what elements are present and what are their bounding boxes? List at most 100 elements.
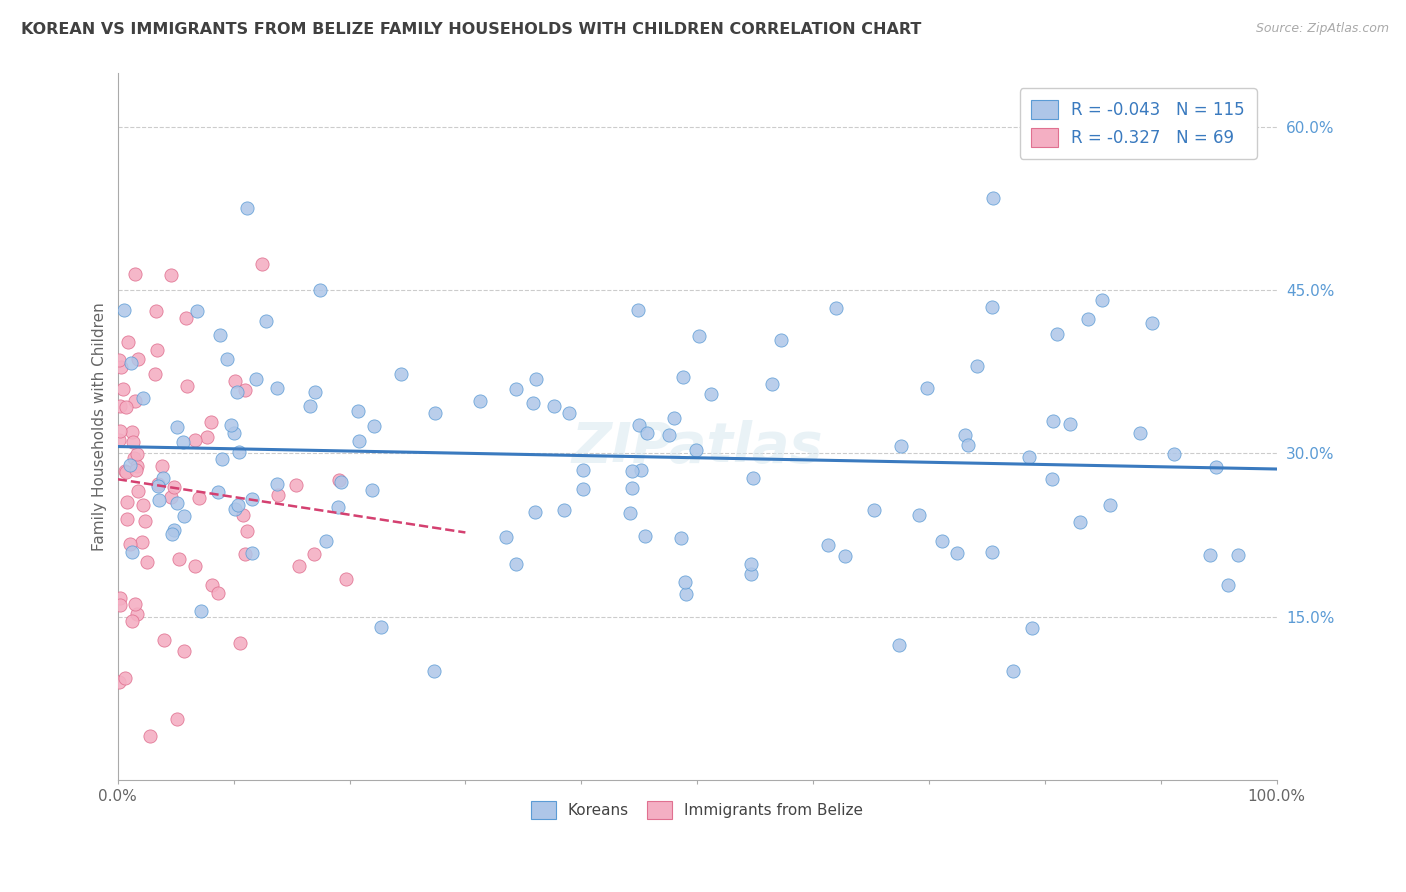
Point	[124, 394, 146, 409]
Point	[945, 546, 967, 560]
Point	[166, 495, 188, 509]
Point	[955, 427, 977, 442]
Point	[1042, 413, 1064, 427]
Point	[907, 508, 929, 522]
Point	[226, 499, 249, 513]
Point	[326, 500, 349, 514]
Point	[219, 418, 242, 433]
Point	[236, 524, 259, 538]
Point	[335, 573, 357, 587]
Point	[176, 310, 198, 325]
Point	[146, 478, 169, 492]
Text: KOREAN VS IMMIGRANTS FROM BELIZE FAMILY HOUSEHOLDS WITH CHILDREN CORRELATION CHA: KOREAN VS IMMIGRANTS FROM BELIZE FAMILY …	[21, 22, 921, 37]
Point	[132, 498, 155, 512]
Point	[117, 334, 139, 349]
Point	[1163, 447, 1185, 461]
Point	[160, 490, 183, 504]
Point	[131, 535, 153, 549]
Point	[423, 664, 446, 678]
Text: ZIPatlas: ZIPatlas	[571, 420, 823, 475]
Point	[108, 352, 131, 367]
Point	[266, 476, 288, 491]
Point	[1077, 311, 1099, 326]
Point	[118, 537, 141, 551]
Point	[330, 475, 353, 490]
Point	[127, 351, 149, 366]
Point	[315, 534, 337, 549]
Point	[288, 559, 311, 574]
Point	[195, 430, 218, 444]
Point	[108, 433, 131, 447]
Point	[672, 370, 695, 384]
Point	[658, 427, 681, 442]
Point	[127, 483, 149, 498]
Point	[370, 620, 392, 634]
Point	[423, 406, 446, 420]
Point	[956, 438, 979, 452]
Point	[917, 381, 939, 395]
Point	[1142, 317, 1164, 331]
Point	[228, 445, 250, 459]
Point	[543, 399, 565, 413]
Point	[761, 376, 783, 391]
Point	[966, 359, 988, 374]
Point	[225, 385, 247, 400]
Point	[328, 473, 350, 487]
Point	[211, 452, 233, 467]
Point	[173, 644, 195, 658]
Point	[363, 419, 385, 434]
Point	[1069, 515, 1091, 529]
Point	[240, 492, 263, 507]
Point	[188, 491, 211, 506]
Point	[931, 534, 953, 549]
Point	[284, 478, 307, 492]
Point	[121, 615, 143, 629]
Point	[139, 729, 162, 743]
Point	[572, 482, 595, 496]
Point	[1216, 578, 1239, 592]
Point	[505, 558, 527, 572]
Point	[685, 442, 707, 457]
Point	[121, 425, 143, 439]
Point	[108, 598, 131, 612]
Point	[619, 506, 641, 520]
Point	[309, 283, 332, 297]
Point	[267, 488, 290, 502]
Point	[125, 607, 148, 621]
Point	[361, 483, 384, 497]
Point	[224, 501, 246, 516]
Point	[1021, 621, 1043, 635]
Point	[160, 526, 183, 541]
Point	[163, 480, 186, 494]
Point	[1198, 548, 1220, 562]
Point	[634, 529, 657, 543]
Point	[108, 399, 131, 413]
Point	[108, 675, 131, 690]
Point	[553, 503, 575, 517]
Point	[505, 382, 527, 396]
Point	[741, 471, 763, 485]
Point	[166, 420, 188, 434]
Point	[110, 425, 132, 439]
Point	[1001, 664, 1024, 678]
Point	[228, 636, 250, 650]
Point	[304, 384, 326, 399]
Point	[627, 417, 650, 432]
Point	[825, 301, 848, 316]
Point	[347, 434, 370, 448]
Point	[673, 574, 696, 589]
Legend: Koreans, Immigrants from Belize: Koreans, Immigrants from Belize	[524, 795, 869, 825]
Point	[124, 267, 146, 281]
Point	[150, 458, 173, 473]
Point	[115, 400, 138, 414]
Point	[1129, 426, 1152, 441]
Point	[131, 392, 153, 406]
Point	[495, 530, 517, 544]
Point	[1205, 459, 1227, 474]
Point	[890, 439, 912, 453]
Point	[224, 374, 246, 388]
Point	[621, 481, 644, 495]
Point	[166, 712, 188, 726]
Point	[114, 671, 136, 685]
Point	[200, 416, 222, 430]
